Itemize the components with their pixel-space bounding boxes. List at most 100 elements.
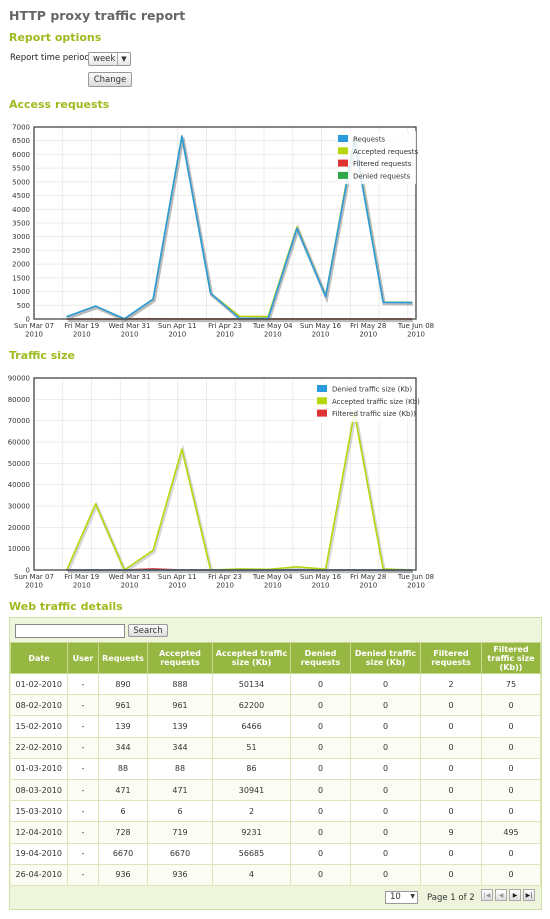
x-tick-label: Wed Mar 31 2010: [109, 322, 151, 339]
column-header-filtered-traffic[interactable]: Filtered traffic size (Kb)): [481, 642, 541, 674]
table-cell: 961: [147, 694, 213, 717]
table-cell: 75: [481, 673, 541, 696]
table-cell: 0: [420, 758, 482, 780]
table-cell: 0: [350, 843, 421, 865]
table-row: 26-04-2010-936 936 4 0 0 0 0: [10, 864, 541, 886]
report-period-select[interactable]: week ▼: [88, 52, 131, 66]
column-header-accepted-requests[interactable]: Accepted requests: [147, 642, 213, 674]
y-tick-label: 40000: [8, 481, 30, 489]
table-cell: 0: [420, 694, 482, 717]
change-button[interactable]: Change: [88, 72, 132, 87]
column-header-requests[interactable]: Requests: [98, 642, 148, 674]
data-point: [181, 135, 183, 137]
data-point: [325, 295, 327, 298]
traffic-size-chart: 0 10000 20000 30000 40000 50000 60000 70000 8000…: [8, 375, 434, 590]
table-cell: 0: [420, 737, 482, 759]
column-header-date[interactable]: Date: [10, 642, 68, 674]
table-row: 01-03-2010-88 88 86 0 0 0 0: [10, 758, 541, 780]
last-page-icon[interactable]: ▶|: [523, 889, 535, 901]
table-cell: 0: [290, 758, 351, 780]
data-point: [66, 315, 68, 318]
y-tick-label: 0: [26, 567, 30, 575]
legend-swatch: [317, 397, 327, 405]
x-tick-year: 2010: [121, 582, 139, 590]
access-requests-heading: Access requests: [9, 98, 110, 111]
table-cell: 0: [290, 821, 351, 844]
table-cell: 9: [420, 821, 482, 844]
table-cell: 0: [481, 694, 541, 717]
legend-label: Denied requests: [353, 172, 411, 180]
table-cell: 88: [147, 758, 213, 780]
x-tick-date: Sun Mar 07: [14, 573, 54, 581]
table-cell: 495: [481, 821, 541, 844]
x-tick-year: 2010: [168, 582, 186, 590]
data-point: [382, 301, 384, 303]
y-tick-label: 1500: [12, 274, 30, 282]
y-tick-label: 80000: [8, 396, 30, 404]
table-cell: 961: [98, 694, 148, 717]
table-cell: 0: [290, 694, 351, 717]
chevron-down-icon: ▼: [117, 53, 130, 65]
column-header-denied-requests[interactable]: Denied requests: [290, 642, 351, 674]
y-tick-label: 6500: [12, 137, 30, 145]
table-cell: 12-04-2010: [10, 821, 68, 844]
table-cell: 0: [290, 800, 351, 823]
table-cell: 890: [98, 673, 148, 696]
table-cell: 56685: [212, 843, 291, 865]
column-header-filtered-requests[interactable]: Filtered requests: [420, 642, 482, 674]
legend-label: Requests: [353, 136, 385, 144]
table-row: 15-03-2010-6 6 2 0 0 0 0: [10, 800, 541, 823]
data-point: [152, 298, 154, 300]
table-cell: 62200: [212, 694, 291, 717]
table-cell: -: [67, 758, 99, 780]
table-cell: 0: [350, 673, 421, 696]
column-header-denied-traffic[interactable]: Denied traffic size (Kb): [350, 642, 421, 674]
table-cell: -: [67, 843, 99, 865]
search-input[interactable]: [15, 624, 125, 638]
y-tick-label: 50000: [8, 460, 30, 468]
table-cell: 0: [290, 864, 351, 886]
data-point: [152, 549, 154, 551]
x-tick-label: Sun Mar 07 2010: [14, 322, 54, 339]
search-button[interactable]: Search: [128, 624, 168, 637]
traffic-size-heading: Traffic size: [9, 349, 75, 362]
x-tick-year: 2010: [312, 331, 330, 339]
table-cell: 0: [290, 737, 351, 759]
table-cell: 936: [147, 864, 213, 886]
x-tick-label: Tue Jun 08 2010: [397, 573, 434, 590]
table-cell: 6466: [212, 715, 291, 738]
x-tick-date: Fri Apr 23: [208, 573, 242, 581]
table-cell: -: [67, 800, 99, 823]
x-tick-label: Fri May 28 2010: [350, 573, 386, 590]
legend-label: Filtered requests: [353, 160, 412, 168]
table-cell: 08-03-2010: [10, 779, 68, 802]
table-cell: -: [67, 673, 99, 696]
prev-page-icon[interactable]: ◀: [495, 889, 507, 901]
table-cell: 01-02-2010: [10, 673, 68, 696]
y-tick-label: 3000: [12, 233, 30, 241]
x-tick-label: Tue May 04 2010: [252, 573, 293, 590]
x-tick-year: 2010: [312, 582, 330, 590]
first-page-icon[interactable]: |◀: [481, 889, 493, 901]
column-header-accepted-traffic[interactable]: Accepted traffic size (Kb): [212, 642, 291, 674]
x-tick-date: Sun May 16: [300, 322, 342, 330]
table-cell: 0: [350, 821, 421, 844]
x-tick-label: Fri Apr 23 2010: [208, 573, 242, 590]
table-cell: 2: [212, 800, 291, 823]
x-tick-label: Sun Mar 07 2010: [14, 573, 54, 590]
x-tick-date: Fri Mar 19: [64, 322, 99, 330]
x-tick-year: 2010: [264, 331, 282, 339]
table-cell: 0: [481, 800, 541, 823]
next-page-icon[interactable]: ▶: [509, 889, 521, 901]
table-cell: 344: [98, 737, 148, 759]
page-title: HTTP proxy traffic report: [9, 8, 186, 23]
column-header-user[interactable]: User: [67, 642, 99, 674]
y-tick-label: 500: [17, 302, 30, 310]
page-size-select[interactable]: 10 ▼: [385, 891, 418, 904]
table-cell: 0: [420, 779, 482, 802]
x-tick-year: 2010: [25, 331, 43, 339]
table-cell: 9231: [212, 821, 291, 844]
table-cell: -: [67, 821, 99, 844]
web-traffic-details-panel: Search Date User Requests Accepted reque…: [9, 617, 542, 910]
x-tick-year: 2010: [216, 331, 234, 339]
